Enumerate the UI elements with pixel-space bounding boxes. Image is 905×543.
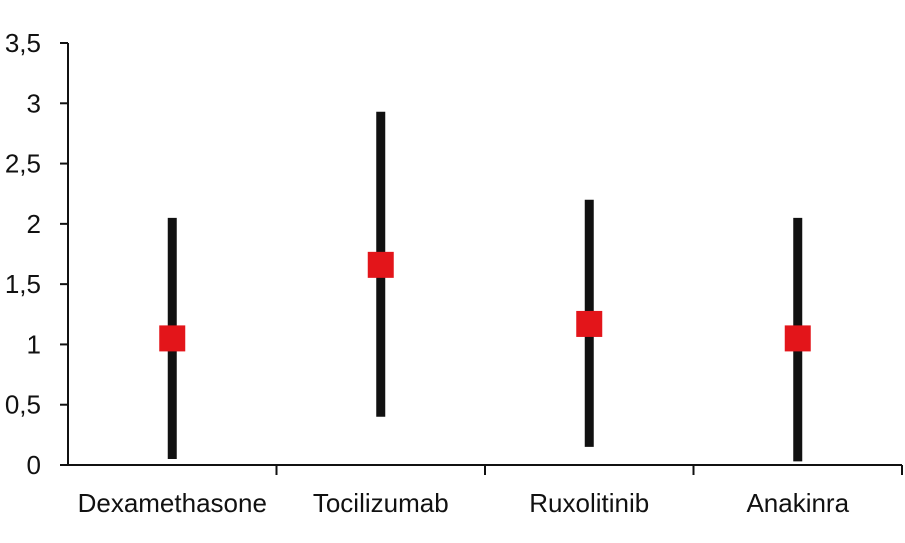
data-points	[159, 251, 811, 352]
x-category-label: Ruxolitinib	[529, 488, 649, 518]
y-tick-label: 1,5	[5, 269, 41, 299]
point-marker	[576, 310, 603, 337]
y-tick-label: 1	[27, 329, 41, 359]
y-tick-label: 0	[27, 450, 41, 480]
point-marker	[784, 325, 811, 352]
y-tick-label: 2	[27, 209, 41, 239]
confidence-intervals	[167, 111, 803, 462]
y-tick-label: 3,5	[5, 28, 41, 58]
y-tick-label: 0,5	[5, 390, 41, 420]
point-marker	[159, 325, 186, 352]
x-category-label: Anakinra	[746, 488, 849, 518]
axes	[60, 42, 903, 475]
x-category-label: Tocilizumab	[313, 488, 449, 518]
y-tick-label: 2,5	[5, 149, 41, 179]
y-tick-label: 3	[27, 88, 41, 118]
axis-labels: 0 0,5 1 1,5 2 2,5 3 3,5 Dexamethasone Tocilizumab…	[5, 28, 850, 518]
point-marker	[367, 251, 394, 278]
x-category-label: Dexamethasone	[78, 488, 267, 518]
